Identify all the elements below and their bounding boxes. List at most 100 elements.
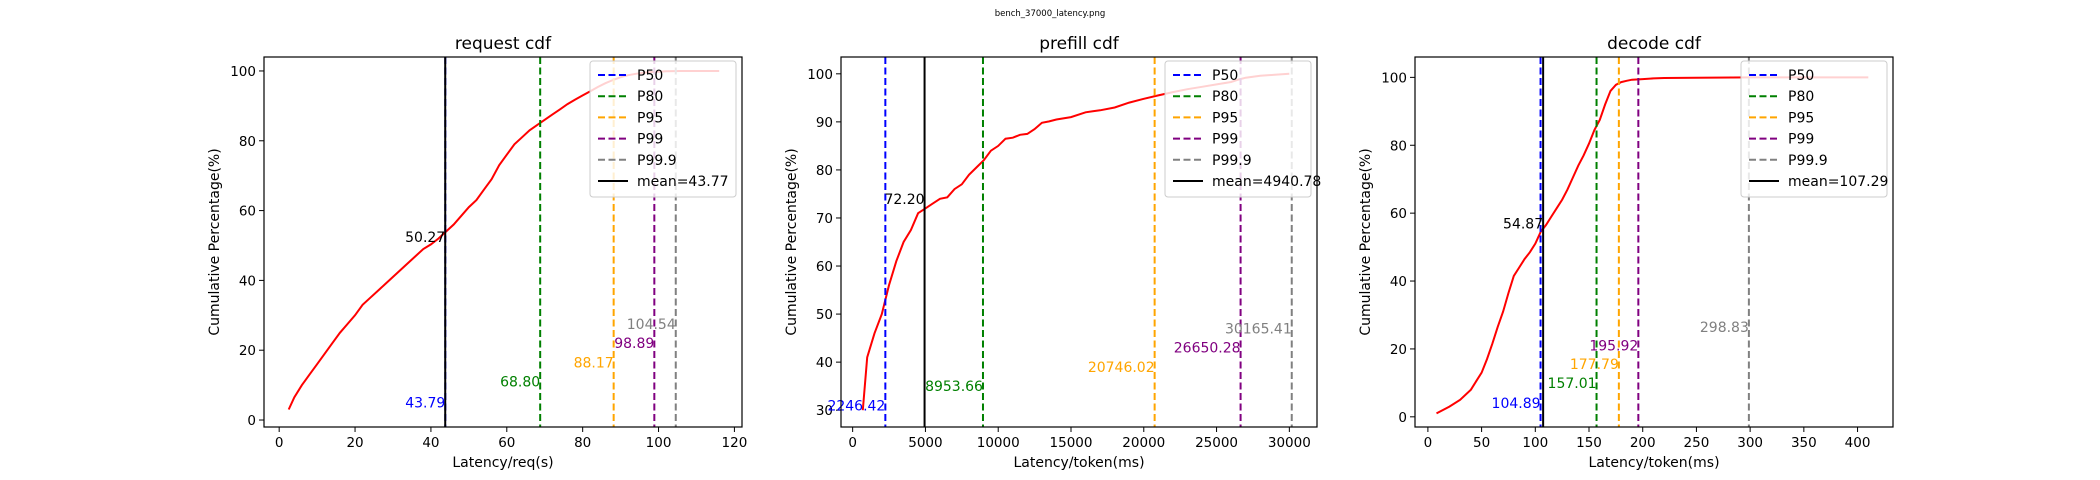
legend-label: mean=4940.78 xyxy=(1212,174,1321,190)
legend-label: P99 xyxy=(1212,132,1238,148)
x-tick-label: 200 xyxy=(1630,435,1656,451)
y-tick-label: 80 xyxy=(1390,138,1407,154)
x-tick-label: 120 xyxy=(722,435,748,451)
y-tick-label: 60 xyxy=(239,204,256,220)
marker-value-label: 88.17 xyxy=(574,355,614,371)
chart-panel-1: request cdf 0 20 40 60 80 100 120 0 20 40 60 80 100 La… xyxy=(207,34,747,471)
x-tick-label: 10000 xyxy=(977,435,1020,451)
marker-value-label: 30165.41 xyxy=(1225,321,1292,337)
y-axis-label: Cumulative Percentage(%) xyxy=(207,148,223,335)
x-tick-label: 100 xyxy=(646,435,672,451)
mean-value-label: 72.20 xyxy=(884,192,924,208)
y-tick-label: 30 xyxy=(816,403,833,419)
legend-label: P50 xyxy=(1212,68,1238,84)
marker-value-label: 104.89 xyxy=(1492,396,1541,412)
x-tick-label: 25000 xyxy=(1195,435,1238,451)
legend-label: P99.9 xyxy=(1788,153,1828,169)
x-tick-label: 300 xyxy=(1737,435,1763,451)
legend-label: P95 xyxy=(637,110,663,126)
y-tick-label: 20 xyxy=(1390,342,1407,358)
chart-panel-3: decode cdf 0 50 100 150 200 250 300 350 400 0 20 40 6… xyxy=(1358,34,1894,471)
marker-value-label: 8953.66 xyxy=(925,379,983,395)
x-tick-label: 5000 xyxy=(908,435,942,451)
x-tick-label: 0 xyxy=(848,435,857,451)
y-tick-label: 90 xyxy=(816,115,833,131)
x-tick-label: 40 xyxy=(422,435,439,451)
marker-value-label: 20746.02 xyxy=(1088,360,1155,376)
x-tick-label: 0 xyxy=(275,435,284,451)
legend-label: P99 xyxy=(637,132,663,148)
legend-label: P50 xyxy=(637,68,663,84)
y-tick-label: 80 xyxy=(239,134,256,150)
x-tick-label: 60 xyxy=(498,435,515,451)
figure-suptitle: bench_37000_latency.png xyxy=(995,9,1106,19)
y-tick-label: 100 xyxy=(1381,70,1407,86)
x-tick-label: 250 xyxy=(1684,435,1710,451)
x-tick-label: 15000 xyxy=(1050,435,1093,451)
x-tick-label: 100 xyxy=(1522,435,1548,451)
marker-value-label: 2246.42 xyxy=(827,398,885,414)
legend-label: mean=43.77 xyxy=(637,174,729,190)
marker-value-label: 195.92 xyxy=(1589,339,1638,355)
mean-value-label: 50.27 xyxy=(405,230,445,246)
y-tick-label: 80 xyxy=(816,163,833,179)
y-tick-label: 20 xyxy=(239,343,256,359)
chart-title: prefill cdf xyxy=(1039,34,1120,54)
legend-box xyxy=(1164,60,1312,198)
marker-value-label: 43.79 xyxy=(405,396,445,412)
chart-title: request cdf xyxy=(455,34,552,54)
y-tick-label: 40 xyxy=(1390,274,1407,290)
x-axis-label: Latency/token(ms) xyxy=(1588,455,1719,471)
x-tick-label: 20000 xyxy=(1122,435,1165,451)
marker-value-label: 104.54 xyxy=(627,317,676,333)
legend-label: P50 xyxy=(1788,68,1814,84)
axes-frame xyxy=(263,56,743,428)
y-tick-label: 0 xyxy=(1398,410,1407,426)
y-tick-label: 70 xyxy=(816,211,833,227)
y-tick-label: 40 xyxy=(239,273,256,289)
legend-label: P95 xyxy=(1788,110,1814,126)
x-tick-label: 30000 xyxy=(1268,435,1311,451)
marker-value-label: 298.83 xyxy=(1700,320,1749,336)
y-tick-label: 0 xyxy=(247,413,256,429)
y-tick-label: 100 xyxy=(807,67,833,83)
legend-label: P80 xyxy=(1212,89,1238,105)
chart-panel-2: prefill cdf 0 5000 10000 15000 20000 25000 3000… xyxy=(784,34,1321,471)
x-axis-label: Latency/req(s) xyxy=(452,455,553,471)
marker-value-label: 157.01 xyxy=(1548,376,1597,392)
x-tick-label: 400 xyxy=(1845,435,1871,451)
axes-frame xyxy=(1414,56,1894,428)
y-axis-label: Cumulative Percentage(%) xyxy=(1358,148,1374,335)
chart-title: decode cdf xyxy=(1607,34,1702,54)
x-tick-label: 150 xyxy=(1576,435,1602,451)
y-tick-label: 100 xyxy=(230,64,256,80)
mean-value-label: 54.87 xyxy=(1503,216,1543,232)
cdf-line xyxy=(1436,76,1869,415)
y-axis-label: Cumulative Percentage(%) xyxy=(784,148,800,335)
marker-value-label: 177.79 xyxy=(1570,357,1619,373)
legend-label: P80 xyxy=(1788,89,1814,105)
legend-label: P99.9 xyxy=(1212,153,1252,169)
legend-label: P95 xyxy=(1212,110,1238,126)
x-tick-label: 0 xyxy=(1424,435,1433,451)
y-tick-label: 50 xyxy=(816,307,833,323)
y-tick-label: 60 xyxy=(1390,206,1407,222)
y-tick-label: 40 xyxy=(816,355,833,371)
x-axis-label: Latency/token(ms) xyxy=(1013,455,1144,471)
x-tick-label: 50 xyxy=(1473,435,1490,451)
y-tick-label: 60 xyxy=(816,259,833,275)
legend-label: mean=107.29 xyxy=(1788,174,1888,190)
axes-frame xyxy=(840,56,1318,428)
legend-box xyxy=(1740,60,1888,198)
legend-label: P80 xyxy=(637,89,663,105)
legend-box xyxy=(589,60,737,198)
legend-label: P99 xyxy=(1788,132,1814,148)
x-tick-label: 350 xyxy=(1791,435,1817,451)
legend-label: P99.9 xyxy=(637,153,677,169)
x-tick-label: 80 xyxy=(574,435,591,451)
marker-value-label: 26650.28 xyxy=(1174,341,1241,357)
x-tick-label: 20 xyxy=(346,435,363,451)
marker-value-label: 98.89 xyxy=(614,336,654,352)
marker-value-label: 68.80 xyxy=(500,375,540,391)
